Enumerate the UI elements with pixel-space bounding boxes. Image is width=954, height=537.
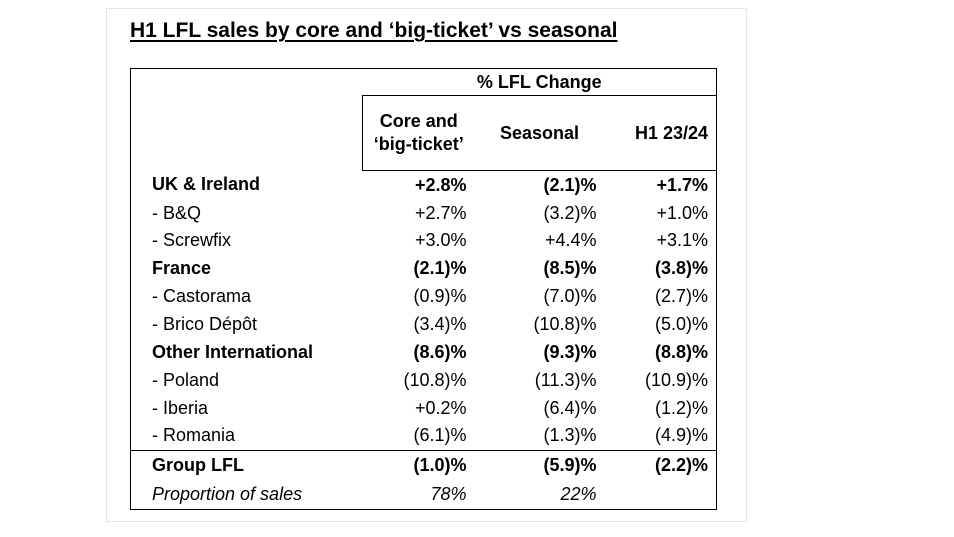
seasonal-value: (2.1)% <box>543 174 597 195</box>
table-column-header-row: Core and ‘big-ticket’ Seasonal H1 23/24 <box>131 95 718 172</box>
proportion-seasonal-value: 22% <box>474 480 605 510</box>
row-label: - Castorama <box>130 282 363 311</box>
proportion-label: Proportion of sales <box>130 480 363 510</box>
h1-value: (4.9)% <box>604 421 718 451</box>
group-h1-value: (2.2)% <box>604 449 718 481</box>
h1-value: +1.0% <box>604 199 718 227</box>
core-value: +2.8% <box>414 174 467 195</box>
seasonal-value: (9.3)% <box>543 341 597 362</box>
proportion-core-value: 78% <box>362 480 475 510</box>
h1-value: (3.8)% <box>604 254 718 283</box>
core-value: +2.7% <box>414 202 467 223</box>
h1-value: (1.2)% <box>604 394 718 422</box>
seasonal-value: (11.3)% <box>534 369 597 390</box>
core-value: (0.9)% <box>413 286 467 307</box>
table-row: - Castorama (0.9)% (7.0)% (2.7)% <box>130 282 718 311</box>
group-lfl-label: Group LFL <box>130 449 363 481</box>
proportion-h1-value <box>604 480 718 510</box>
table-row: - B&Q +2.7% (3.2)% +1.0% <box>130 199 718 227</box>
column-header-core: Core and ‘big-ticket’ <box>362 95 475 172</box>
table-header-group-row: % LFL Change <box>130 67 718 171</box>
table-row: UK & Ireland +2.8% (2.1)% +1.7% <box>130 170 718 200</box>
h1-value: +1.7% <box>604 170 718 200</box>
core-value: (3.4)% <box>413 313 467 334</box>
core-value: (6.1)% <box>413 425 467 446</box>
slide-title: H1 LFL sales by core and ‘big-ticket’ vs… <box>130 19 618 42</box>
table-row: - Poland (10.8)% (11.3)% (10.9)% <box>130 366 718 395</box>
group-lfl-row: Group LFL (1.0)% (5.9)% (2.2)% <box>130 449 718 481</box>
core-value: (2.1)% <box>413 258 467 279</box>
table-row: Other International (8.6)% (9.3)% (8.8)% <box>130 338 718 367</box>
h1-value: (2.7)% <box>604 282 718 311</box>
seasonal-value: (6.4)% <box>543 397 597 418</box>
table-row: - Iberia +0.2% (6.4)% (1.2)% <box>130 394 718 422</box>
core-value: +3.0% <box>414 230 467 251</box>
core-value: (10.8)% <box>403 369 467 390</box>
group-core-value: (1.0)% <box>362 449 475 481</box>
core-value: (8.6)% <box>413 341 467 362</box>
seasonal-value: (8.5)% <box>543 258 597 279</box>
table-row: France (2.1)% (8.5)% (3.8)% <box>130 254 718 283</box>
row-label: - Brico Dépôt <box>130 310 363 339</box>
row-label: Other International <box>130 338 363 367</box>
column-header-seasonal: Seasonal <box>474 95 605 172</box>
h1-value: (8.8)% <box>604 338 718 367</box>
row-label: - B&Q <box>130 199 363 227</box>
row-label: France <box>130 254 363 283</box>
seasonal-value: (10.8)% <box>533 313 597 334</box>
group-header-lfl-change: % LFL Change <box>362 67 718 97</box>
h1-value: (10.9)% <box>604 366 718 395</box>
row-label: - Screwfix <box>130 226 363 255</box>
row-label: - Romania <box>130 421 363 451</box>
row-label: - Iberia <box>130 394 363 422</box>
header-blank-cell <box>130 67 363 171</box>
seasonal-value: (7.0)% <box>543 286 597 307</box>
table-row: - Brico Dépôt (3.4)% (10.8)% (5.0)% <box>130 310 718 339</box>
lfl-sales-table: % LFL Change Core and ‘big-ticket’ Seaso… <box>130 67 718 510</box>
core-value: +0.2% <box>414 397 467 418</box>
row-label: - Poland <box>130 366 363 395</box>
seasonal-value: +4.4% <box>544 230 597 251</box>
proportion-row: Proportion of sales 78% 22% <box>130 480 718 510</box>
seasonal-value: (3.2)% <box>543 202 597 223</box>
h1-value: +3.1% <box>604 226 718 255</box>
column-header-h1: H1 23/24 <box>604 95 718 172</box>
table-row: - Romania (6.1)% (1.3)% (4.9)% <box>130 421 718 451</box>
row-label: UK & Ireland <box>130 170 363 200</box>
table-row: - Screwfix +3.0% +4.4% +3.1% <box>130 226 718 255</box>
h1-value: (5.0)% <box>604 310 718 339</box>
group-seasonal-value: (5.9)% <box>474 449 605 481</box>
seasonal-value: (1.3)% <box>543 425 597 446</box>
